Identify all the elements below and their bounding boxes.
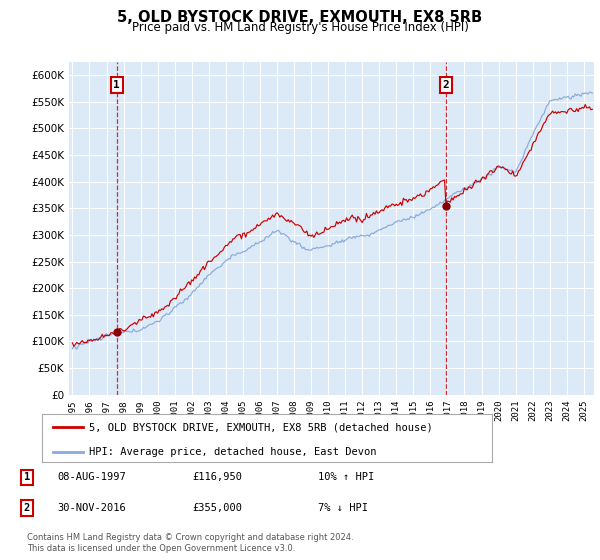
Text: 5, OLD BYSTOCK DRIVE, EXMOUTH, EX8 5RB (detached house): 5, OLD BYSTOCK DRIVE, EXMOUTH, EX8 5RB (… (89, 422, 433, 432)
Text: 7% ↓ HPI: 7% ↓ HPI (318, 503, 368, 513)
Text: Contains HM Land Registry data © Crown copyright and database right 2024.
This d: Contains HM Land Registry data © Crown c… (27, 533, 353, 553)
Text: 1: 1 (113, 80, 120, 90)
Text: 1: 1 (24, 472, 30, 482)
Text: 5, OLD BYSTOCK DRIVE, EXMOUTH, EX8 5RB: 5, OLD BYSTOCK DRIVE, EXMOUTH, EX8 5RB (118, 10, 482, 25)
Text: £355,000: £355,000 (192, 503, 242, 513)
Text: 08-AUG-1997: 08-AUG-1997 (57, 472, 126, 482)
Text: Price paid vs. HM Land Registry's House Price Index (HPI): Price paid vs. HM Land Registry's House … (131, 21, 469, 34)
Text: 10% ↑ HPI: 10% ↑ HPI (318, 472, 374, 482)
Text: HPI: Average price, detached house, East Devon: HPI: Average price, detached house, East… (89, 446, 377, 456)
Text: 30-NOV-2016: 30-NOV-2016 (57, 503, 126, 513)
Text: 2: 2 (442, 80, 449, 90)
Text: 2: 2 (24, 503, 30, 513)
Text: £116,950: £116,950 (192, 472, 242, 482)
